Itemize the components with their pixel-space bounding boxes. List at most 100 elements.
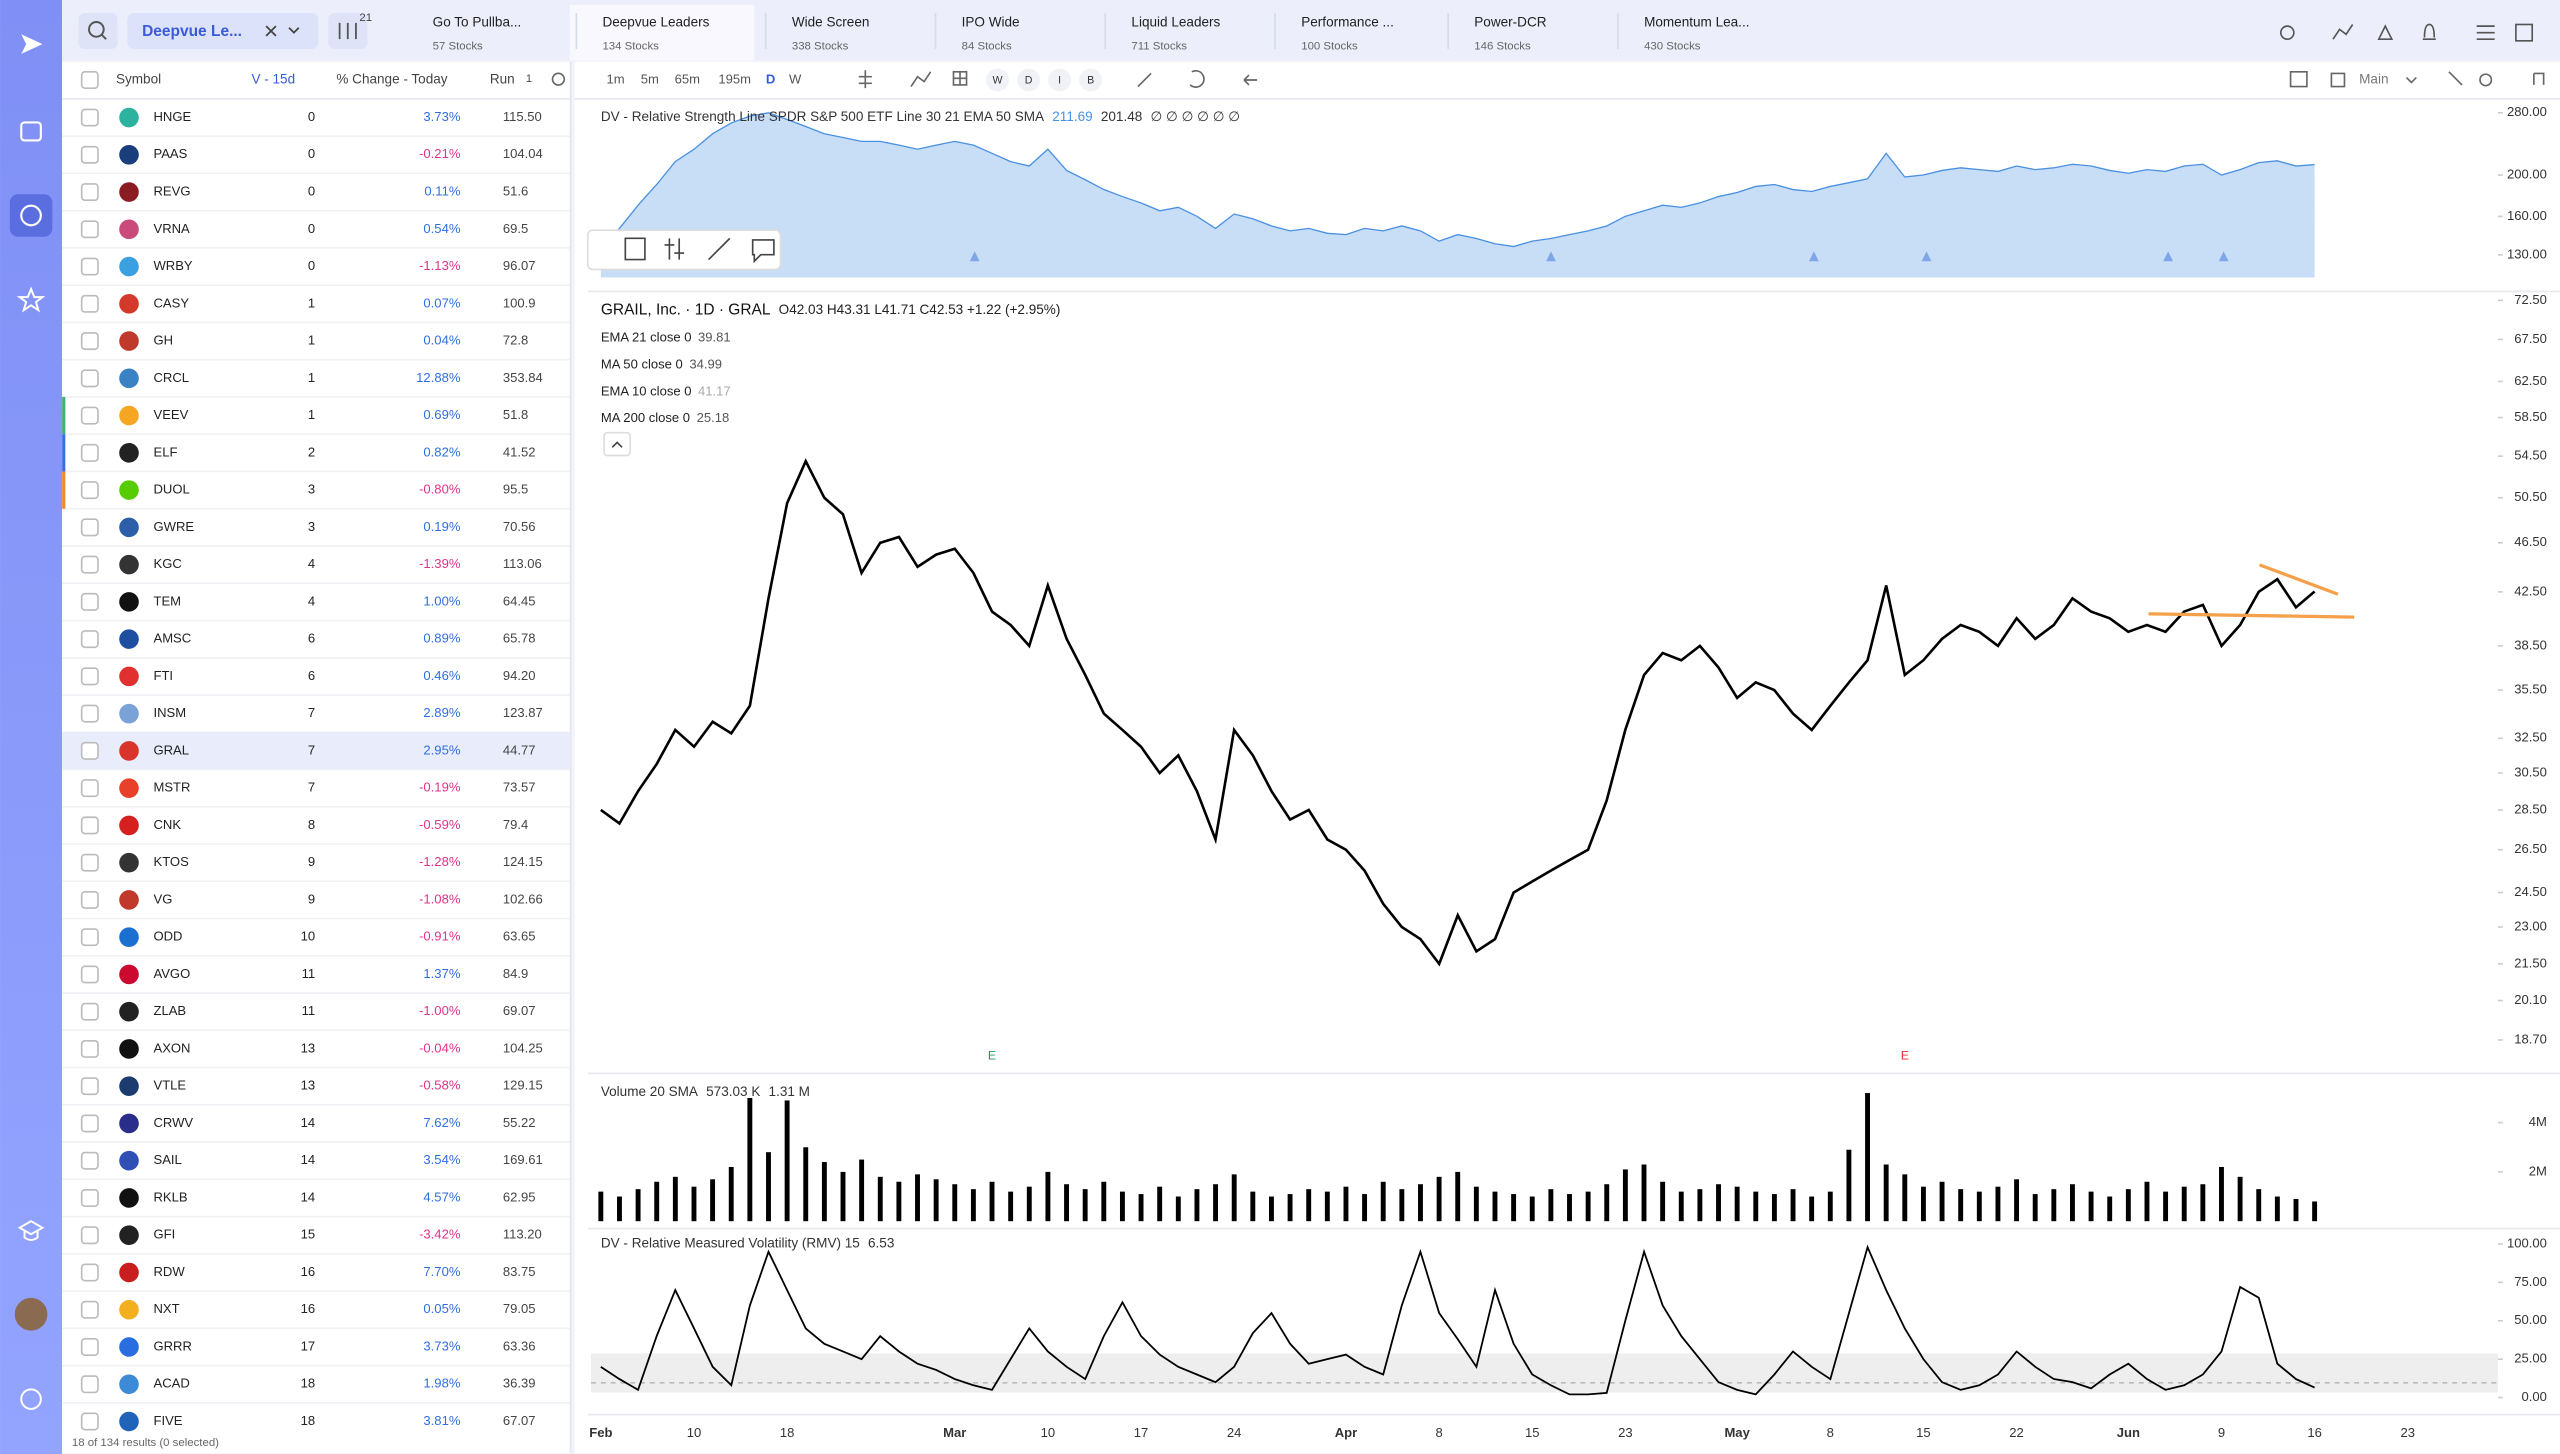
checkbox[interactable] — [80, 1412, 99, 1431]
symbol[interactable]: GWRE — [154, 519, 195, 534]
watchlist-select[interactable] — [127, 13, 319, 49]
symbol[interactable]: FIVE — [154, 1413, 183, 1428]
symbol[interactable]: NXT — [154, 1301, 180, 1316]
tab-count[interactable]: 84 Stocks — [962, 41, 1012, 53]
nav-icon[interactable] — [17, 1220, 45, 1241]
symbol[interactable]: CASY — [154, 295, 190, 310]
symbol[interactable]: CRWV — [154, 1115, 194, 1130]
list-icon[interactable] — [2476, 25, 2495, 40]
interval[interactable]: W — [789, 71, 802, 86]
interval[interactable]: 5m — [641, 71, 659, 86]
tab-count[interactable]: 338 Stocks — [792, 41, 849, 53]
checkbox[interactable] — [80, 1151, 99, 1170]
checkbox[interactable] — [80, 1300, 99, 1319]
symbol[interactable]: VG — [154, 891, 173, 906]
tab-name[interactable]: IPO Wide — [962, 14, 1020, 29]
symbol[interactable]: INSM — [154, 705, 187, 720]
checkbox[interactable] — [80, 220, 99, 239]
symbol[interactable]: KTOS — [154, 854, 190, 869]
checkbox[interactable] — [80, 1077, 99, 1096]
tab-count[interactable]: 134 Stocks — [602, 41, 659, 53]
column-header[interactable]: Run — [490, 72, 515, 87]
symbol[interactable]: KGC — [154, 556, 182, 571]
tab-name[interactable]: Wide Screen — [792, 14, 870, 29]
symbol[interactable]: AVGO — [154, 966, 191, 981]
checkbox[interactable] — [80, 518, 99, 537]
grid-icon[interactable] — [2515, 23, 2534, 42]
interval[interactable]: 1m — [606, 71, 624, 86]
layout-name[interactable]: Main — [2359, 72, 2388, 87]
symbol[interactable]: DUOL — [154, 482, 190, 497]
search-button[interactable] — [78, 13, 118, 49]
mode-button[interactable] — [986, 68, 1009, 92]
avatar[interactable] — [14, 1297, 48, 1331]
checkbox[interactable] — [80, 294, 99, 313]
symbol[interactable]: AXON — [154, 1040, 191, 1055]
toolbar-icons[interactable] — [858, 69, 2545, 89]
checkbox[interactable] — [80, 71, 99, 89]
interval[interactable]: 65m — [675, 71, 701, 86]
checkbox[interactable] — [80, 145, 99, 164]
tab-name[interactable]: Liquid Leaders — [1131, 14, 1220, 29]
checkbox[interactable] — [80, 108, 99, 127]
tab-name[interactable]: Momentum Lea... — [1644, 14, 1749, 29]
symbol[interactable]: GRAL — [154, 742, 190, 757]
help-icon[interactable] — [20, 1388, 42, 1410]
symbol[interactable]: GFI — [154, 1227, 176, 1242]
checkbox[interactable] — [80, 1338, 99, 1356]
interval[interactable]: D — [766, 71, 775, 86]
settings-icon[interactable] — [551, 72, 566, 86]
symbol[interactable]: SAIL — [154, 1152, 182, 1167]
interval[interactable]: 195m — [718, 71, 751, 86]
checkbox[interactable] — [80, 704, 99, 723]
symbol[interactable]: VRNA — [154, 221, 191, 236]
checkbox[interactable] — [80, 667, 99, 686]
checkbox[interactable] — [80, 481, 99, 500]
bell-icon[interactable] — [2422, 23, 2436, 40]
tab-count[interactable]: 146 Stocks — [1474, 41, 1531, 53]
symbol[interactable]: CNK — [154, 817, 182, 832]
checkbox[interactable] — [80, 1188, 99, 1207]
symbol[interactable]: ACAD — [154, 1376, 190, 1391]
checkbox[interactable] — [80, 183, 99, 202]
symbol[interactable]: ELF — [154, 444, 178, 459]
checkbox[interactable] — [80, 332, 99, 351]
checkbox[interactable] — [80, 890, 99, 909]
tab-name[interactable]: Performance ... — [1301, 14, 1394, 29]
trend-line[interactable] — [2258, 563, 2339, 596]
checkbox[interactable] — [80, 630, 99, 649]
tab-count[interactable]: 430 Stocks — [1644, 41, 1701, 53]
symbol[interactable]: RDW — [154, 1264, 186, 1279]
column-header[interactable]: Symbol — [116, 72, 161, 87]
symbol[interactable]: AMSC — [154, 631, 192, 646]
symbol[interactable]: PAAS — [154, 146, 188, 161]
checkbox[interactable] — [80, 406, 99, 425]
checkbox[interactable] — [80, 443, 99, 462]
symbol[interactable]: RKLB — [154, 1189, 188, 1204]
tab-name[interactable]: Power-DCR — [1474, 14, 1546, 29]
checkbox[interactable] — [80, 1002, 99, 1021]
symbol[interactable]: ODD — [154, 929, 183, 944]
share-icon[interactable] — [2279, 25, 2295, 40]
checkbox[interactable] — [80, 816, 99, 835]
symbol[interactable]: GH — [154, 333, 174, 348]
checkbox[interactable] — [80, 369, 99, 388]
tab-name[interactable]: Go To Pullba... — [433, 14, 522, 29]
symbol[interactable]: VTLE — [154, 1078, 187, 1093]
checkbox[interactable] — [80, 779, 99, 798]
symbol[interactable]: VEEV — [154, 407, 189, 422]
tab-count[interactable]: 711 Stocks — [1131, 41, 1187, 53]
collapse-button[interactable] — [603, 431, 632, 457]
symbol[interactable]: FTI — [154, 668, 174, 683]
nav-icon[interactable] — [20, 121, 42, 142]
checkbox[interactable] — [80, 965, 99, 984]
symbol[interactable]: HNGE — [154, 109, 192, 124]
drawing-tools[interactable] — [624, 237, 775, 264]
nav-icon[interactable] — [16, 286, 46, 313]
symbol[interactable]: GRRR — [154, 1338, 192, 1353]
column-header[interactable]: % Change - Today — [336, 72, 447, 87]
chevron[interactable] — [2405, 76, 2417, 84]
mode-button[interactable] — [1079, 68, 1103, 92]
nav-active[interactable] — [9, 194, 53, 237]
tab-name[interactable]: Deepvue Leaders — [602, 14, 709, 29]
